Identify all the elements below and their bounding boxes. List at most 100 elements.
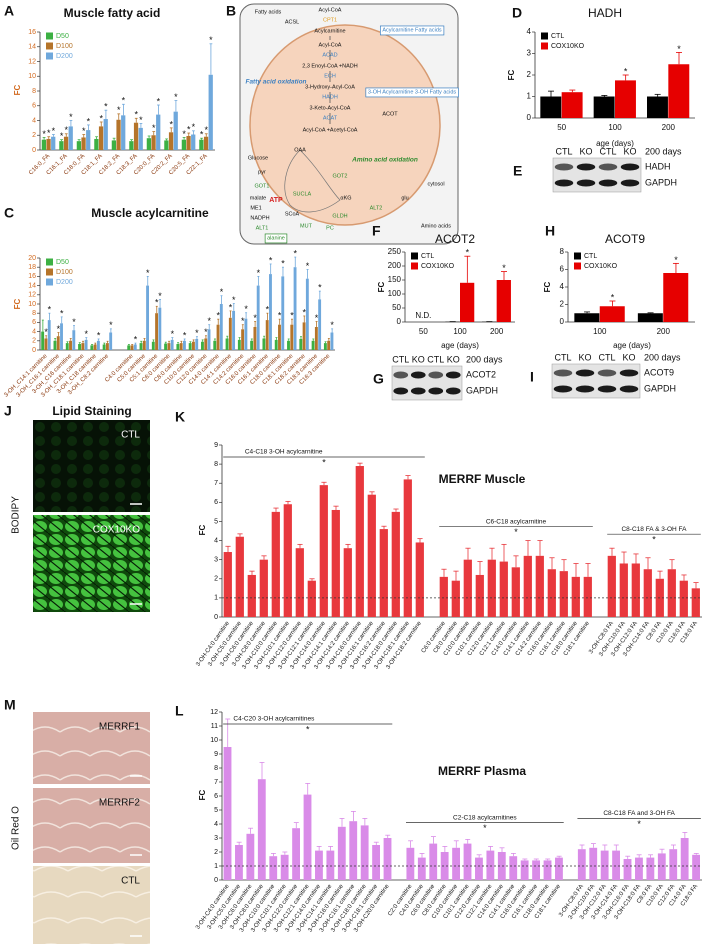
y-axis-label: FC — [13, 84, 22, 95]
lane-label: KO — [622, 352, 635, 362]
y-tick-label: 2 — [527, 70, 532, 79]
error-bar — [306, 269, 309, 279]
significance: * — [99, 113, 103, 123]
significance: * — [52, 126, 56, 136]
bar — [176, 344, 180, 350]
y-axis-label: FC — [377, 281, 386, 292]
error-bar — [134, 342, 137, 345]
bar — [417, 857, 426, 880]
bar — [403, 479, 412, 617]
blot-band — [620, 179, 640, 187]
bar — [637, 313, 663, 322]
error-bar — [91, 344, 94, 346]
error-bar — [236, 841, 242, 845]
bar — [69, 340, 72, 350]
diagram-label: CPT1 — [323, 17, 337, 23]
diagram-label: GOT2 — [333, 173, 348, 179]
error-bar — [200, 137, 203, 140]
bar — [164, 343, 168, 350]
error-bar — [305, 783, 311, 795]
timepoint: 200 days — [466, 354, 503, 364]
error-bar — [245, 312, 248, 319]
significance: * — [187, 124, 191, 134]
legend-label: COX10KO — [584, 263, 618, 270]
y-tick-label: 11 — [211, 723, 218, 730]
diagram-label: αKG — [340, 195, 351, 201]
blot-membrane — [391, 365, 463, 401]
bar — [367, 494, 376, 617]
bar — [280, 854, 289, 880]
significance: * — [209, 35, 213, 45]
error-bar — [537, 540, 543, 556]
error-bar — [476, 854, 482, 858]
diagram-label: 3-OH Acylcarnitine 3-OH Fatty acids — [368, 89, 457, 95]
significance: * — [139, 115, 143, 125]
bar — [223, 552, 232, 617]
error-bar — [321, 481, 327, 486]
panel-label: B — [226, 3, 236, 19]
legend-label: COX10KO — [421, 263, 455, 270]
protein-label: GAPDH — [644, 383, 676, 393]
diagram-label: MUT — [300, 223, 313, 229]
error-bar — [165, 138, 168, 141]
bar — [203, 136, 209, 150]
bar — [139, 343, 143, 350]
error-bar — [464, 255, 471, 283]
error-bar — [69, 338, 72, 341]
significance: * — [155, 298, 159, 308]
error-bar — [670, 844, 676, 850]
diagram-label: Acyl-CoA +Acetyl-CoA — [303, 127, 358, 133]
diagram-label: 3-Keto-Acyl-CoA — [310, 105, 351, 111]
bar — [121, 115, 126, 150]
blot-band — [597, 385, 617, 393]
error-bar — [441, 568, 447, 577]
error-bar — [345, 543, 351, 549]
bar — [305, 278, 309, 350]
error-bar — [405, 475, 411, 480]
bar — [179, 343, 183, 350]
significance: * — [158, 291, 162, 301]
blot-band — [619, 385, 639, 393]
error-bar — [693, 582, 699, 589]
bar — [53, 340, 57, 350]
bar — [46, 138, 51, 150]
y-tick-label: 4 — [214, 537, 218, 544]
error-bar — [122, 103, 125, 116]
diagram-label: Glucose — [248, 155, 268, 161]
legend-swatch — [411, 252, 418, 260]
bar — [259, 559, 268, 617]
error-bar — [168, 340, 171, 344]
bar — [44, 338, 48, 350]
error-bar — [273, 507, 279, 512]
error-bar — [419, 853, 425, 858]
significance: * — [60, 308, 64, 318]
blot-band — [554, 163, 574, 171]
y-tick-label: 6 — [214, 499, 218, 506]
error-bar — [269, 263, 272, 275]
bar — [646, 857, 655, 880]
bar — [86, 130, 91, 150]
significance: * — [174, 92, 178, 102]
significance: * — [134, 334, 138, 344]
bar — [246, 833, 255, 880]
error-bar — [189, 341, 192, 344]
significance: * — [677, 44, 681, 54]
error-bar — [78, 342, 81, 345]
bar — [360, 825, 369, 880]
x-axis-label: age (days) — [441, 341, 479, 350]
group-label: C4-C18 3-OH acylcarnitine — [245, 449, 323, 456]
error-bar — [331, 328, 334, 333]
error-bar — [609, 547, 615, 556]
y-tick-label: 14 — [28, 282, 36, 289]
panel-label: A — [4, 3, 14, 19]
significance: * — [315, 313, 319, 323]
bar — [170, 339, 174, 350]
y-tick-label: 8 — [560, 247, 565, 256]
bar — [372, 845, 380, 880]
error-bar — [584, 311, 591, 314]
error-bar — [257, 275, 260, 286]
significance: * — [134, 110, 138, 120]
group-label: C8-C18 FA & 3-OH FA — [621, 526, 687, 533]
blot-membrane — [551, 363, 641, 399]
